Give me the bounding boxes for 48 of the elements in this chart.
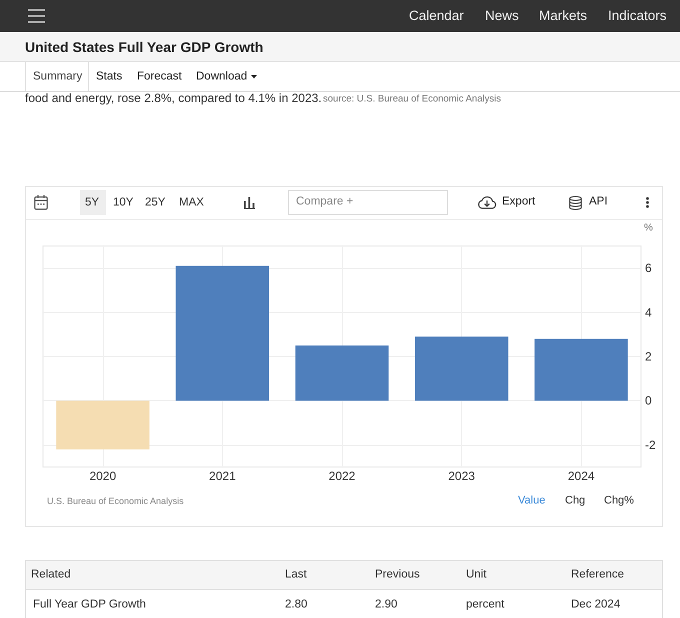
x-tick-label: 2022 <box>328 469 356 483</box>
y-tick-label: 0 <box>645 394 652 408</box>
text: Export <box>502 195 536 209</box>
text: 2.90 <box>375 598 398 612</box>
text: Dec 2024 <box>571 598 620 612</box>
chart-title: United States Full Year GDP Growth <box>25 38 264 55</box>
text: 5Y <box>85 196 100 210</box>
text: Forecast <box>137 70 182 84</box>
text: 10Y <box>113 196 134 210</box>
x-tick-label: 2023 <box>448 469 476 483</box>
x-tick-label: 2020 <box>89 469 116 483</box>
text: Value <box>518 494 546 508</box>
text: Download <box>196 70 248 84</box>
text: Compare + <box>296 195 354 209</box>
bar <box>295 345 389 401</box>
y-tick-label: 4 <box>645 305 652 320</box>
bar <box>534 338 628 401</box>
text: Unit <box>466 568 486 582</box>
source-note: source: U.S. Bureau of Economic Analysis <box>323 93 501 105</box>
text: Chg% <box>604 494 634 508</box>
bar <box>176 266 270 401</box>
text: MAX <box>179 196 204 210</box>
text: Last <box>285 568 307 582</box>
text: Previous <box>375 568 420 582</box>
y-tick-label: -2 <box>645 438 656 452</box>
text: 2.80 <box>285 598 308 612</box>
text: percent <box>466 598 504 612</box>
text: Indicators <box>608 8 667 24</box>
bar <box>414 336 508 401</box>
text: API <box>589 195 608 209</box>
text: Related <box>31 568 71 582</box>
text: Reference <box>571 568 624 582</box>
text: 25Y <box>145 196 166 210</box>
text: Stats <box>96 70 122 84</box>
y-axis-title: % <box>644 222 653 234</box>
text: Markets <box>539 8 588 24</box>
text: Chg <box>565 494 586 508</box>
text: U.S. Bureau of Economic Analysis <box>47 496 184 506</box>
text: Summary <box>33 70 82 84</box>
bar <box>56 400 150 450</box>
text: Calendar <box>409 8 464 24</box>
x-tick-label: 2021 <box>209 469 236 483</box>
y-tick-label: 6 <box>645 261 652 276</box>
text: food and energy, rose 2.8%, compared to 4.1% in 2023. <box>25 91 322 106</box>
text: Full Year GDP Growth <box>33 598 146 612</box>
y-tick-label: 2 <box>645 350 652 364</box>
text: News <box>485 8 519 24</box>
x-tick-label: 2024 <box>568 469 595 483</box>
